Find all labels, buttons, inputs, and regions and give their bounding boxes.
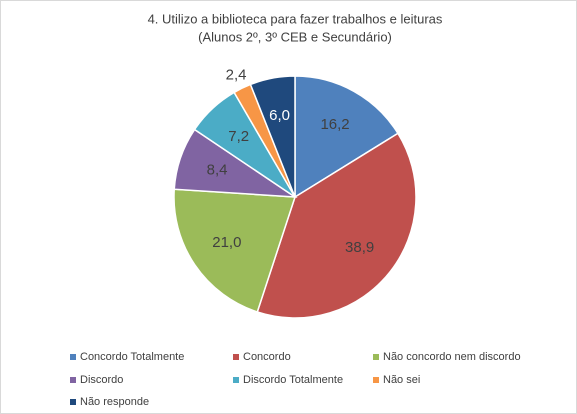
pie-slice: [256, 132, 417, 319]
legend-swatch: [373, 377, 379, 383]
legend-label: Discordo: [80, 374, 123, 386]
data-label: 6,0: [269, 107, 290, 124]
data-label: 16,2: [320, 116, 349, 133]
data-label: 38,9: [345, 239, 374, 256]
chart-subtitle: (Alunos 2º, 3º CEB e Secundário): [198, 29, 392, 44]
pie-slice: [294, 75, 399, 199]
legend-swatch: [70, 354, 76, 360]
legend-label: Concordo Totalmente: [80, 351, 184, 363]
legend-label: Não responde: [80, 396, 149, 408]
pie-slice: [249, 75, 296, 198]
legend-swatch: [70, 399, 76, 405]
data-label: 21,0: [212, 234, 241, 251]
legend-label: Concordo: [243, 351, 291, 363]
legend-swatch: [233, 377, 239, 383]
pie-slice: [173, 188, 297, 313]
legend-label: Não sei: [383, 374, 420, 386]
legend-label: Não concordo nem discordo: [383, 351, 521, 363]
legend-swatch: [233, 354, 239, 360]
data-label: 7,2: [228, 128, 249, 145]
legend-label: Discordo Totalmente: [243, 374, 343, 386]
data-label: 8,4: [207, 161, 228, 178]
legend-swatch: [373, 354, 379, 360]
data-label: 2,4: [226, 67, 247, 84]
chart-title: 4. Utilizo a biblioteca para fazer traba…: [148, 11, 443, 26]
legend-swatch: [70, 377, 76, 383]
